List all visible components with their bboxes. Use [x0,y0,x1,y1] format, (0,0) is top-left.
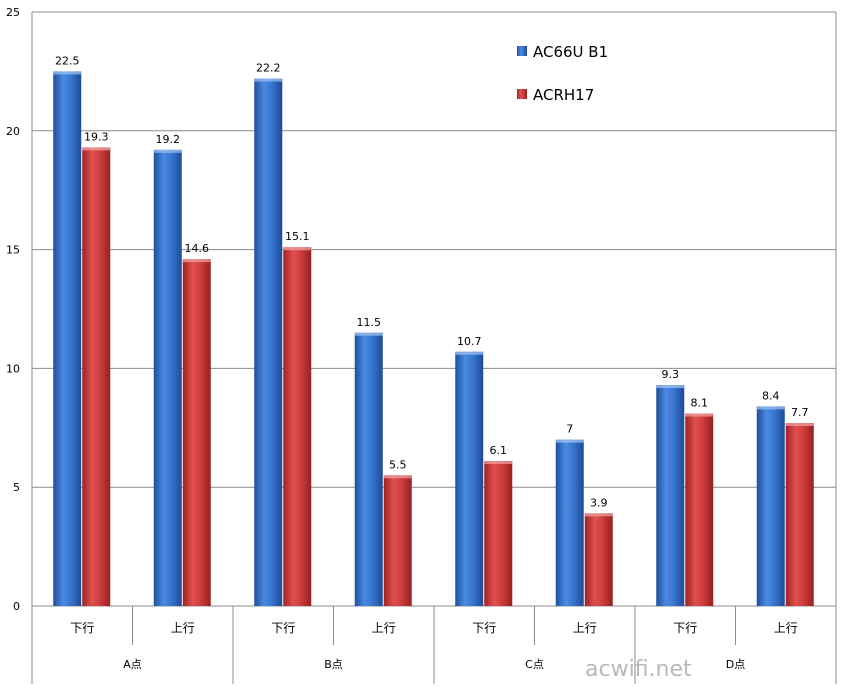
x-category-label: 上行 [573,621,597,635]
bar-top-highlight [153,149,182,153]
legend-label-ac66u: AC66U B1 [533,43,608,61]
data-label: 22.2 [256,62,281,75]
bar-top-highlight [53,71,82,75]
bar-top-highlight [555,439,584,443]
data-label: 14.6 [185,242,210,255]
bar-top-highlight [455,351,484,355]
data-label: 22.5 [55,54,80,67]
bar-ac66u [153,149,182,607]
bar-top-highlight [82,147,111,151]
data-label: 6.1 [490,444,508,457]
bar-top-highlight [484,461,513,465]
bar-ac66u [555,439,584,606]
bar-top-highlight [584,513,613,517]
data-label: 9.3 [662,368,680,381]
legend-swatch-acrh17 [517,89,527,99]
data-label: 8.1 [691,397,709,410]
legend-swatch-ac66u [517,46,527,56]
data-label: 3.9 [590,496,608,509]
y-tick-label: 0 [13,600,20,613]
bar-top-highlight [785,423,814,427]
x-group-label: A点 [123,658,142,671]
y-tick-label: 20 [6,125,20,138]
bar-acrh17 [685,413,714,606]
bar-ac66u [53,71,82,606]
legend: AC66U B1 ACRH17 [517,43,608,104]
watermark-text: acwifi.net [585,657,692,682]
bar-top-highlight [182,259,211,263]
bar-top-highlight [656,385,685,389]
data-label: 19.3 [84,130,109,143]
data-label: 7.7 [791,406,809,419]
bar-ac66u [455,351,484,606]
grid-lines [32,11,836,488]
bar-acrh17 [82,147,111,606]
x-category-label: 上行 [774,621,798,635]
data-label: 15.1 [285,230,310,243]
x-group-label: C点 [525,658,544,671]
bar-top-highlight [254,78,283,82]
bar-acrh17 [584,513,613,606]
bar-ac66u [254,78,283,606]
bars [53,71,814,607]
x-category-label: 下行 [70,621,94,635]
x-group-label: B点 [324,658,343,671]
bar-ac66u [656,385,685,606]
bar-top-highlight [283,247,312,251]
data-label: 10.7 [457,335,482,348]
y-tick-label: 15 [6,244,20,257]
x-group-label: D点 [726,658,745,671]
data-labels: 22.5 19.2 22.2 11.5 10.7 7 9.3 8.4 19.3 14.6 15.1 5… [55,54,809,509]
data-label: 8.4 [762,389,780,402]
data-label: 19.2 [156,133,181,146]
category-axis: 下行 上行 下行 上行 下行 上行 下行 上行 A点 B点 C点 D点 [70,606,798,684]
bar-top-highlight [354,332,383,336]
bar-acrh17 [785,423,814,606]
y-tick-label: 10 [6,362,20,375]
bar-acrh17 [182,259,211,606]
x-category-label: 下行 [271,621,295,635]
data-label: 5.5 [389,458,407,471]
bar-top-highlight [685,413,714,417]
bar-ac66u [756,406,785,606]
y-tick-label: 5 [13,481,20,494]
bar-ac66u [354,332,383,606]
x-category-label: 上行 [171,621,195,635]
x-category-label: 下行 [673,621,697,635]
x-category-label: 上行 [372,621,396,635]
y-tick-label: 25 [6,6,20,19]
bar-acrh17 [283,247,312,606]
data-label: 11.5 [357,316,382,329]
x-category-label: 下行 [472,621,496,635]
bar-acrh17 [383,475,412,606]
legend-label-acrh17: ACRH17 [533,86,594,104]
data-label: 7 [566,423,573,436]
bar-acrh17 [484,461,513,606]
bar-top-highlight [383,475,412,479]
bar-top-highlight [756,406,785,410]
